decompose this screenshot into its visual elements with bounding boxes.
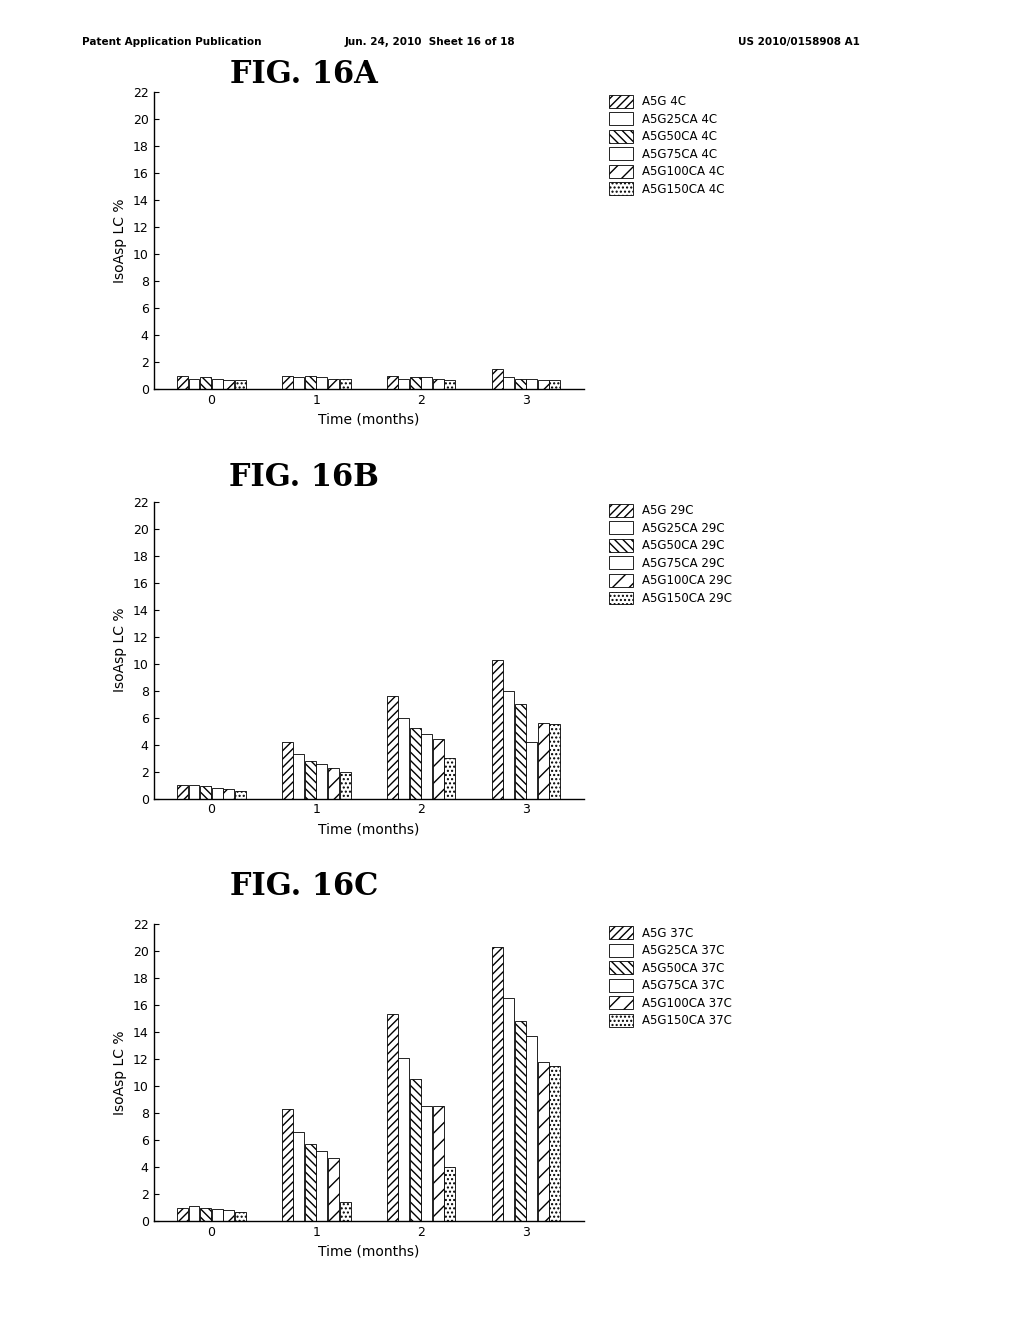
Bar	[328, 379, 339, 389]
Text: FIG. 16C: FIG. 16C	[230, 871, 378, 902]
Bar	[433, 379, 443, 389]
Bar	[200, 378, 211, 389]
Bar	[234, 791, 246, 799]
Bar	[188, 785, 200, 799]
Bar	[177, 785, 188, 799]
Bar	[234, 380, 246, 389]
Bar	[328, 767, 339, 799]
Bar	[305, 1144, 315, 1221]
Text: FIG. 16B: FIG. 16B	[229, 462, 379, 492]
Bar	[410, 378, 421, 389]
Bar	[316, 763, 328, 799]
Bar	[515, 1022, 525, 1221]
Bar	[223, 380, 234, 389]
Bar	[410, 1080, 421, 1221]
Bar	[387, 696, 397, 799]
Bar	[422, 1106, 432, 1221]
Bar	[282, 376, 293, 389]
Bar	[422, 378, 432, 389]
Bar	[538, 1061, 549, 1221]
Text: US 2010/0158908 A1: US 2010/0158908 A1	[737, 37, 860, 48]
Text: Patent Application Publication: Patent Application Publication	[82, 37, 261, 48]
Bar	[515, 704, 525, 799]
Bar	[223, 1210, 234, 1221]
Bar	[234, 1212, 246, 1221]
Bar	[188, 1206, 200, 1221]
Bar	[212, 379, 222, 389]
Y-axis label: IsoAsp LC %: IsoAsp LC %	[114, 198, 127, 284]
Y-axis label: IsoAsp LC %: IsoAsp LC %	[114, 607, 127, 693]
Bar	[188, 379, 200, 389]
Text: Jun. 24, 2010  Sheet 16 of 18: Jun. 24, 2010 Sheet 16 of 18	[345, 37, 515, 48]
Bar	[549, 725, 560, 799]
Bar	[526, 379, 538, 389]
Bar	[538, 380, 549, 389]
Bar	[282, 742, 293, 799]
Bar	[526, 1036, 538, 1221]
Bar	[422, 734, 432, 799]
Bar	[316, 1151, 328, 1221]
Bar	[200, 787, 211, 799]
Bar	[398, 379, 410, 389]
Bar	[387, 1015, 397, 1221]
Bar	[526, 742, 538, 799]
Bar	[515, 379, 525, 389]
Bar	[340, 1203, 350, 1221]
Bar	[294, 754, 304, 799]
Bar	[387, 376, 397, 389]
Bar	[294, 378, 304, 389]
Bar	[398, 718, 410, 799]
Bar	[305, 376, 315, 389]
Bar	[538, 723, 549, 799]
Bar	[177, 1208, 188, 1221]
Bar	[433, 739, 443, 799]
Bar	[444, 758, 456, 799]
Bar	[503, 998, 514, 1221]
Bar	[200, 1208, 211, 1221]
Bar	[444, 1167, 456, 1221]
Bar	[549, 380, 560, 389]
Bar	[340, 379, 350, 389]
Bar	[223, 789, 234, 799]
X-axis label: Time (months): Time (months)	[318, 413, 419, 426]
X-axis label: Time (months): Time (months)	[318, 1245, 419, 1258]
Bar	[492, 946, 503, 1221]
Bar	[294, 1133, 304, 1221]
Bar	[433, 1106, 443, 1221]
Bar	[305, 760, 315, 799]
Bar	[212, 788, 222, 799]
Y-axis label: IsoAsp LC %: IsoAsp LC %	[114, 1030, 127, 1115]
Bar	[282, 1109, 293, 1221]
Bar	[492, 370, 503, 389]
Bar	[549, 1065, 560, 1221]
Legend: A5G 29C, A5G25CA 29C, A5G50CA 29C, A5G75CA 29C, A5G100CA 29C, A5G150CA 29C: A5G 29C, A5G25CA 29C, A5G50CA 29C, A5G75…	[607, 502, 734, 607]
Bar	[316, 378, 328, 389]
Bar	[503, 690, 514, 799]
Bar	[212, 1209, 222, 1221]
Bar	[492, 660, 503, 799]
Legend: A5G 37C, A5G25CA 37C, A5G50CA 37C, A5G75CA 37C, A5G100CA 37C, A5G150CA 37C: A5G 37C, A5G25CA 37C, A5G50CA 37C, A5G75…	[607, 924, 734, 1030]
Bar	[340, 772, 350, 799]
Bar	[328, 1158, 339, 1221]
Bar	[177, 376, 188, 389]
Legend: A5G 4C, A5G25CA 4C, A5G50CA 4C, A5G75CA 4C, A5G100CA 4C, A5G150CA 4C: A5G 4C, A5G25CA 4C, A5G50CA 4C, A5G75CA …	[607, 92, 727, 198]
Text: FIG. 16A: FIG. 16A	[230, 59, 378, 90]
Bar	[410, 729, 421, 799]
Bar	[503, 378, 514, 389]
Bar	[444, 380, 456, 389]
X-axis label: Time (months): Time (months)	[318, 822, 419, 836]
Bar	[398, 1057, 410, 1221]
